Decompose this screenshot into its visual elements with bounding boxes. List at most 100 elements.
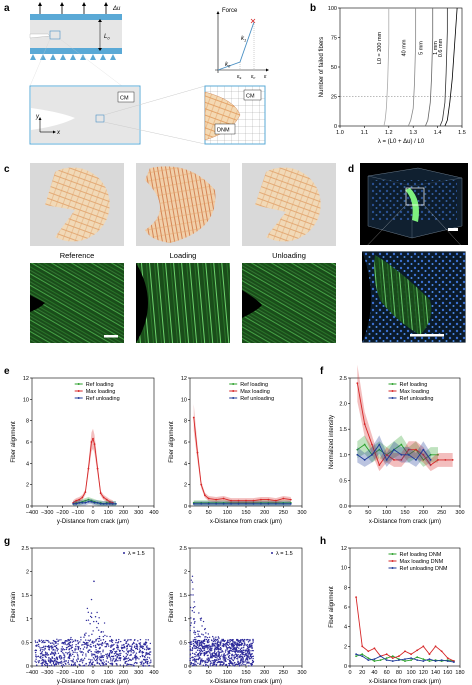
h-point — [416, 649, 419, 652]
f-legend-label: Max loading — [400, 389, 430, 395]
g2-point — [219, 642, 222, 644]
scale-bar-d1 — [448, 228, 458, 231]
g1-point — [70, 664, 73, 667]
e2-ytick-label: 6 — [184, 440, 187, 446]
g2-point — [194, 633, 196, 636]
g1-point — [125, 657, 127, 659]
g1-point — [120, 652, 122, 655]
g1-point — [52, 648, 55, 651]
h-xtick-label: 0 — [348, 670, 351, 676]
g1-point — [118, 657, 120, 659]
e1-band-1 — [73, 428, 113, 506]
g1-point — [46, 663, 49, 665]
g1-point — [57, 643, 59, 645]
g2-point — [204, 660, 206, 662]
g1-point — [112, 639, 114, 642]
g2-point — [192, 594, 194, 596]
g2-point — [232, 662, 234, 664]
e1-point — [81, 496, 84, 499]
g1-ytick-label: 1.5 — [21, 593, 29, 599]
g2-point — [210, 655, 213, 658]
g1-point — [74, 640, 77, 642]
g2-point — [246, 650, 249, 653]
h-xtick-label: 40 — [371, 670, 377, 676]
g2-point — [189, 645, 191, 648]
g2-point — [210, 650, 212, 652]
g1-point — [41, 646, 43, 649]
g1-point — [144, 654, 147, 656]
b-line-4 — [444, 7, 458, 127]
panel-b-letter: b — [310, 3, 316, 14]
g1-point — [102, 643, 104, 645]
g1-point — [109, 649, 111, 652]
g1-point — [149, 642, 152, 645]
e2-point — [252, 502, 255, 505]
g1-point — [83, 633, 86, 635]
g2-point — [235, 653, 237, 655]
g2-point — [246, 653, 248, 655]
g2-point — [226, 664, 228, 667]
g2-point — [196, 640, 199, 642]
g1-point — [129, 654, 131, 657]
g1-point — [97, 629, 100, 631]
g1-point — [144, 665, 146, 667]
g1-point — [62, 652, 64, 654]
g1-legend-label: λ = 1.5 — [128, 551, 145, 557]
g2-point — [214, 656, 217, 659]
g1-point — [45, 656, 47, 659]
g1-point — [84, 634, 86, 637]
panel-a: a Δu L0 — [4, 2, 269, 145]
e2-xtick-label: 0 — [188, 510, 191, 516]
e1-point — [87, 500, 90, 503]
e1-point — [92, 437, 94, 440]
h-point — [404, 660, 406, 662]
b-ytick-label: 25 — [331, 95, 337, 101]
g1-point — [85, 647, 88, 649]
g1-point — [100, 631, 103, 633]
g1-point — [150, 661, 152, 663]
g1-point — [112, 658, 114, 660]
g1-point — [82, 659, 85, 661]
g2-point — [224, 651, 227, 653]
g1-point — [49, 646, 51, 648]
e2-xtick-label: 200 — [260, 510, 269, 516]
g1-point — [123, 650, 125, 653]
g2-point — [196, 649, 199, 651]
g2-point — [219, 651, 221, 653]
g1-point — [48, 649, 51, 651]
e1-point — [87, 498, 90, 501]
g1-point — [62, 641, 65, 644]
g2-point — [217, 640, 220, 642]
g1-point — [111, 644, 113, 646]
b-xtick-label: 1.0 — [336, 130, 344, 136]
g1-point — [49, 665, 51, 667]
g2-point — [215, 636, 217, 638]
g2-point — [225, 660, 227, 663]
f-point — [422, 448, 425, 451]
e2-xtick-label: 300 — [297, 510, 306, 516]
g1-point — [56, 638, 58, 641]
g2-point — [211, 639, 213, 642]
g1-xtick-label: 200 — [119, 670, 128, 676]
g2-point — [213, 648, 216, 651]
h-legend-label: Max loading DNM — [400, 559, 444, 565]
g2-point — [228, 646, 231, 648]
delta-u-label: Δu — [112, 6, 121, 12]
h-ytick-label: 12 — [341, 546, 347, 552]
e2-legend-dot — [232, 397, 235, 399]
g2-point — [229, 657, 231, 659]
g1-point — [87, 619, 90, 621]
g1-point — [48, 657, 50, 659]
g2-point — [239, 650, 242, 652]
g1-point — [132, 658, 134, 661]
g2-point — [202, 642, 204, 644]
g1-point — [114, 651, 117, 653]
g1-point — [117, 642, 119, 644]
zoom-box-small — [49, 30, 61, 40]
g1-point — [60, 664, 63, 667]
g2-point — [198, 639, 200, 642]
h-point — [385, 659, 388, 661]
b-ylabel: Number of failed fibers — [319, 37, 325, 97]
g1-point — [82, 665, 84, 667]
g1-point — [57, 663, 60, 665]
